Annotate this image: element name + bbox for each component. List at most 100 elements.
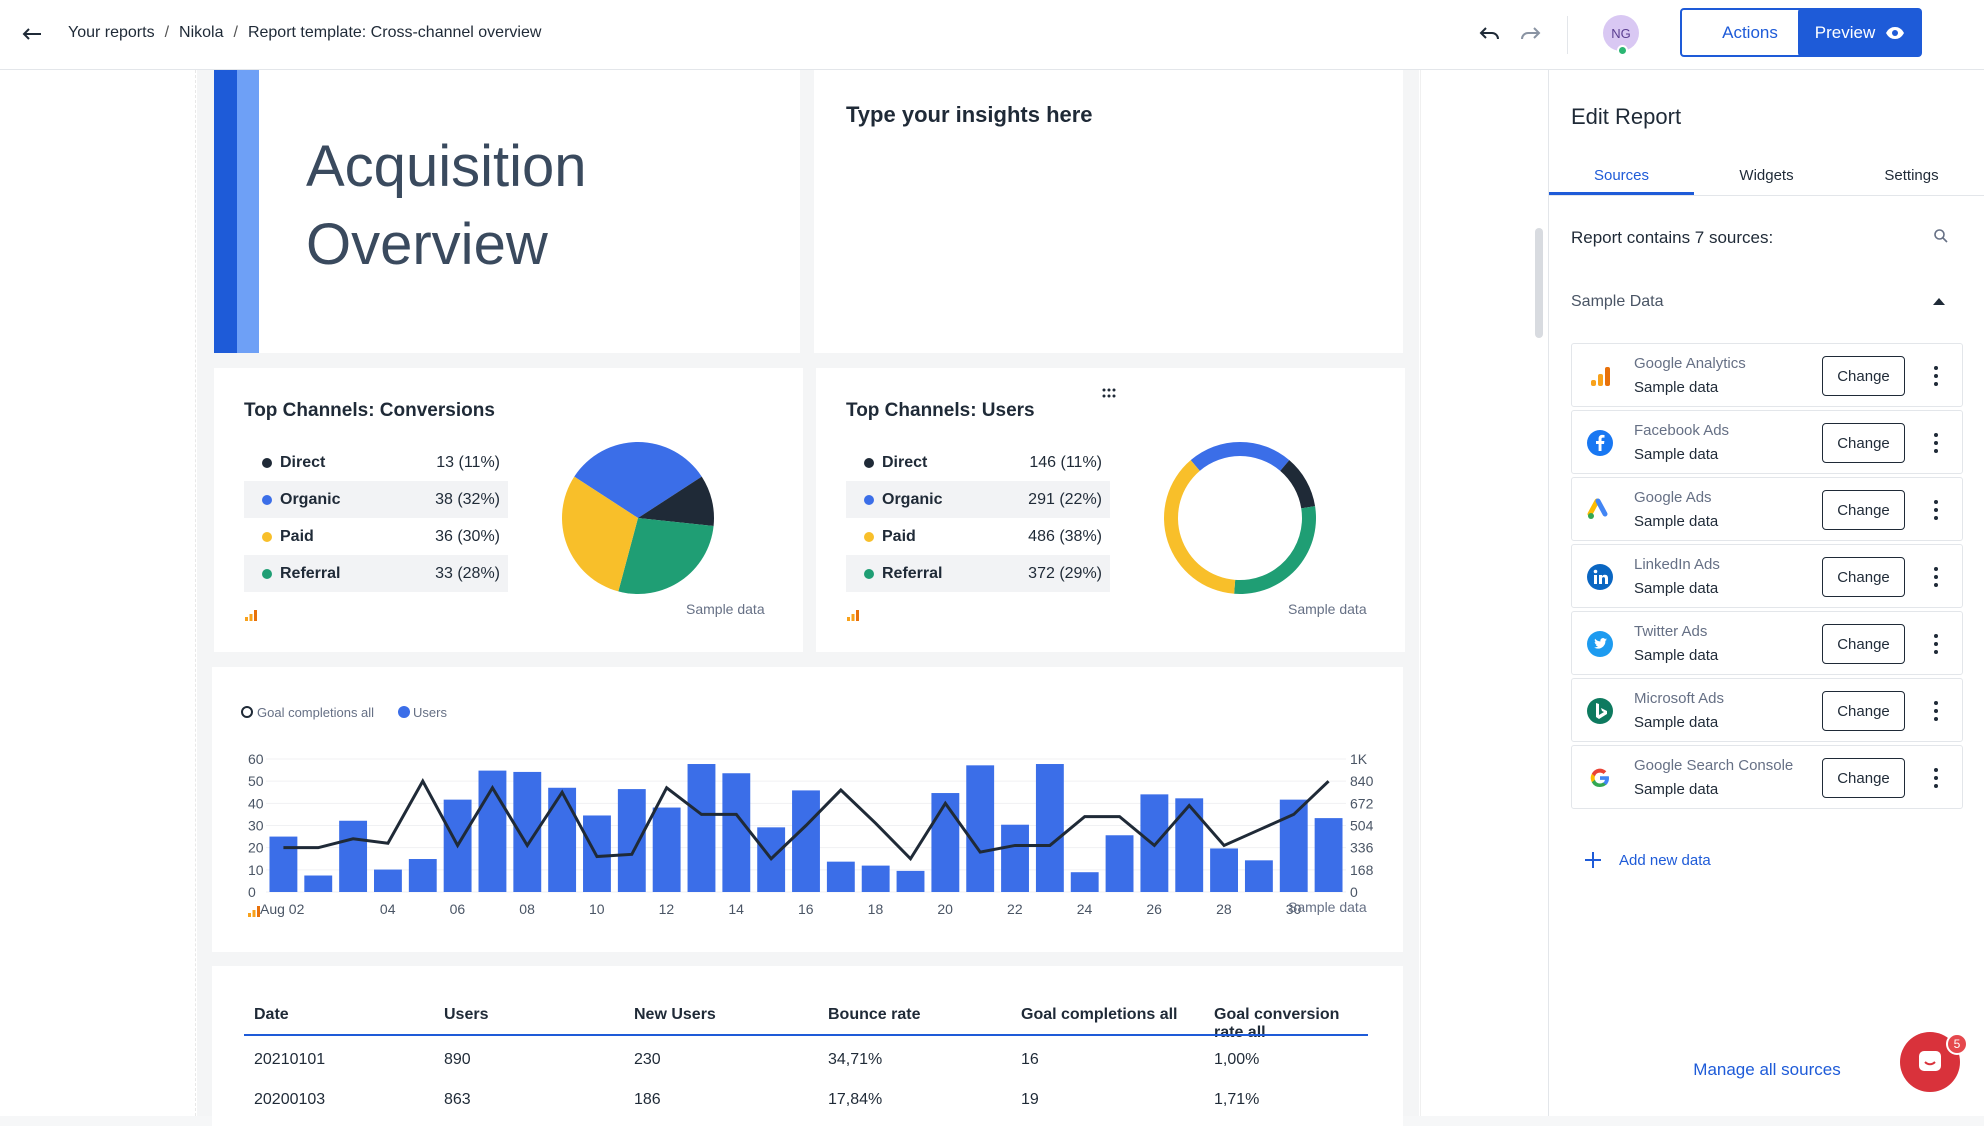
more-options-icon[interactable] (1934, 364, 1938, 388)
google-ads-icon (1587, 498, 1608, 519)
users-donut-chart (1164, 442, 1316, 594)
sources-heading: Report contains 7 sources: (1571, 228, 1774, 247)
x-tick-label: 30 (1286, 901, 1302, 917)
pie-slice-referral (618, 518, 714, 594)
y-left-tick-label: 60 (248, 751, 264, 767)
x-tick-label: 20 (937, 901, 953, 917)
breadcrumb-nikola[interactable]: Nikola (179, 24, 224, 41)
bar-users (861, 865, 890, 892)
bar-users (1175, 798, 1204, 892)
search-icon[interactable] (1933, 228, 1949, 244)
x-tick-label: 24 (1077, 901, 1093, 917)
change-button[interactable]: Change (1822, 490, 1905, 530)
more-options-icon[interactable] (1934, 766, 1938, 790)
breadcrumb-report-template: Report template: Cross-channel overview (247, 24, 542, 41)
add-new-data-button[interactable]: Add new data (1583, 850, 1711, 870)
preview-button[interactable]: Preview (1798, 8, 1922, 57)
users-widget[interactable]: Top Channels: Users Direct 146 (11%) Orga… (816, 368, 1405, 652)
change-button[interactable]: Change (1822, 423, 1905, 463)
users-title: Top Channels: Users (846, 400, 1035, 421)
bar-users (304, 875, 333, 892)
bar-users (687, 764, 716, 892)
legend-row: Paid 36 (30%) (244, 518, 508, 555)
panel-scrollbar[interactable] (1535, 228, 1543, 338)
microsoft-ads-icon (1587, 698, 1613, 724)
x-tick-label: 22 (1007, 901, 1023, 917)
change-button[interactable]: Change (1822, 691, 1905, 731)
change-button[interactable]: Change (1822, 557, 1905, 597)
breadcrumb-your-reports[interactable]: Your reports (68, 24, 155, 41)
bar-users (339, 820, 368, 892)
change-button[interactable]: Change (1822, 356, 1905, 396)
y-left-tick-label: 0 (248, 884, 256, 900)
bar-users (826, 861, 855, 892)
back-arrow-icon[interactable] (20, 22, 44, 46)
bar-users (1314, 818, 1343, 892)
change-button[interactable]: Change (1822, 624, 1905, 664)
bar-users (617, 789, 646, 892)
source-item: Google Analytics Sample data Change (1571, 343, 1963, 407)
data-table-widget[interactable]: Date Users New Users Bounce rate Goal co… (212, 966, 1403, 1126)
col-header-goal-conversion-rate[interactable]: Goal conversion rate all (1214, 1006, 1340, 1041)
col-header-new-users[interactable]: New Users (634, 1006, 716, 1023)
conversions-pie-chart (562, 442, 714, 594)
y-right-tick-label: 840 (1350, 773, 1374, 789)
facebook-ads-icon (1587, 430, 1613, 456)
x-tick-label: 18 (868, 901, 884, 917)
google-search-console-icon (1590, 768, 1609, 788)
tab-sources[interactable]: Sources (1549, 158, 1694, 195)
x-tick-label: Aug 02 (260, 901, 305, 917)
google-analytics-icon (248, 906, 260, 917)
group-sample-data[interactable]: Sample Data (1571, 293, 1664, 310)
pie-slice-referral (1234, 506, 1316, 594)
y-left-tick-label: 20 (248, 840, 264, 856)
pie-slice-direct (1280, 460, 1316, 509)
chat-icon (1919, 1051, 1941, 1071)
google-analytics-icon (1591, 367, 1610, 386)
legend-row: Direct 13 (11%) (244, 444, 508, 481)
manage-all-sources-link[interactable]: Manage all sources (1693, 1060, 1841, 1079)
col-header-bounce-rate[interactable]: Bounce rate (828, 1006, 921, 1023)
topbar-divider (1567, 16, 1568, 54)
more-options-icon[interactable] (1934, 632, 1938, 656)
legend-row: Referral 372 (29%) (846, 555, 1110, 592)
more-options-icon[interactable] (1934, 431, 1938, 455)
undo-icon[interactable] (1478, 22, 1502, 46)
change-button[interactable]: Change (1822, 758, 1905, 798)
redo-icon[interactable] (1518, 22, 1542, 46)
col-header-goal-completions[interactable]: Goal completions all (1021, 1006, 1178, 1023)
legend-label-users: Users (413, 705, 447, 720)
chevron-up-icon[interactable] (1933, 298, 1945, 305)
pie-slice-paid (1164, 460, 1236, 594)
y-left-tick-label: 40 (248, 795, 264, 811)
table-row: 20210101 890 230 34,71% 16 1,00% (254, 1051, 1260, 1068)
twitter-ads-icon (1587, 631, 1613, 657)
col-header-users[interactable]: Users (444, 1006, 489, 1023)
more-options-icon[interactable] (1934, 565, 1938, 589)
more-options-icon[interactable] (1934, 699, 1938, 723)
actions-button[interactable]: Actions (1680, 8, 1820, 57)
pie-slice-organic (574, 442, 702, 518)
insights-placeholder[interactable]: Type your insights here (846, 102, 1093, 127)
table-header-divider (244, 1034, 1368, 1036)
tab-settings[interactable]: Settings (1884, 167, 1939, 184)
bar-users (966, 765, 995, 892)
source-item: Facebook Ads Sample data Change (1571, 410, 1963, 474)
col-header-date[interactable]: Date (254, 1006, 289, 1023)
title-widget[interactable]: Acquisition Overview (214, 70, 800, 353)
tab-widgets[interactable]: Widgets (1739, 167, 1794, 184)
more-options-icon[interactable] (1934, 498, 1938, 522)
bar-users (408, 859, 437, 892)
bar-users (896, 870, 925, 892)
y-right-tick-label: 336 (1350, 840, 1374, 856)
pie-slice-organic (1190, 442, 1290, 471)
sample-data-label: Sample data (1288, 899, 1367, 915)
plus-icon (1585, 852, 1601, 868)
source-item: Twitter Ads Sample data Change (1571, 611, 1963, 675)
drag-handle-icon[interactable] (1102, 388, 1116, 398)
combo-chart-widget[interactable]: Goal completions all Users 0 10 20 30 40 50 60 0 1… (212, 667, 1403, 952)
table-header: Date Users New Users Bounce rate Goal co… (244, 1006, 1368, 1042)
conversions-widget[interactable]: Top Channels: Conversions Direct 13 (11%)… (214, 368, 803, 652)
insights-widget[interactable]: Type your insights here (814, 70, 1403, 353)
bar-users (1070, 872, 1099, 892)
